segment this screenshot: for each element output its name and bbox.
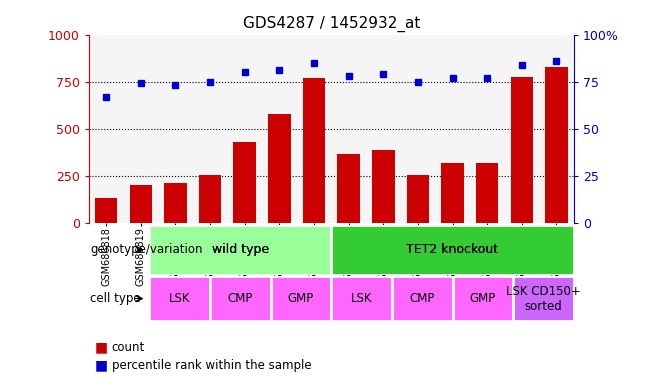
Bar bbox=[392, 276, 453, 321]
Text: TET2 knockout: TET2 knockout bbox=[407, 243, 499, 256]
Bar bbox=[149, 225, 331, 275]
Bar bbox=[331, 225, 574, 275]
Bar bbox=[442, 164, 464, 223]
Bar bbox=[149, 225, 331, 275]
Text: cell type: cell type bbox=[90, 292, 141, 305]
Bar bbox=[149, 276, 210, 321]
Bar bbox=[513, 276, 574, 321]
Bar bbox=[210, 276, 270, 321]
Text: ■: ■ bbox=[95, 341, 113, 354]
Bar bbox=[331, 225, 574, 275]
Bar bbox=[372, 150, 395, 223]
Text: wild type: wild type bbox=[212, 243, 269, 256]
Bar bbox=[270, 276, 331, 321]
Bar bbox=[511, 77, 533, 223]
Text: LSK CD150+
sorted: LSK CD150+ sorted bbox=[506, 285, 581, 313]
Text: CMP: CMP bbox=[409, 292, 435, 305]
Bar bbox=[95, 198, 117, 223]
Text: LSK: LSK bbox=[351, 292, 372, 305]
Bar bbox=[164, 183, 187, 223]
Title: GDS4287 / 1452932_at: GDS4287 / 1452932_at bbox=[243, 16, 420, 32]
Text: TET2 knockout: TET2 knockout bbox=[407, 243, 499, 256]
Bar bbox=[453, 276, 513, 321]
Bar bbox=[476, 162, 499, 223]
Bar bbox=[338, 154, 360, 223]
Text: count: count bbox=[112, 341, 145, 354]
Bar bbox=[331, 276, 392, 321]
Text: genotype/variation: genotype/variation bbox=[90, 243, 203, 256]
Bar bbox=[407, 175, 429, 223]
Text: GMP: GMP bbox=[470, 292, 496, 305]
Text: ■: ■ bbox=[95, 359, 113, 372]
Bar bbox=[199, 175, 221, 223]
Text: wild type: wild type bbox=[212, 243, 269, 256]
Text: CMP: CMP bbox=[228, 292, 253, 305]
Bar bbox=[545, 66, 568, 223]
Bar bbox=[268, 114, 291, 223]
Bar bbox=[303, 78, 325, 223]
Text: LSK: LSK bbox=[169, 292, 191, 305]
Text: percentile rank within the sample: percentile rank within the sample bbox=[112, 359, 311, 372]
Bar bbox=[130, 185, 152, 223]
Text: GMP: GMP bbox=[288, 292, 314, 305]
Bar bbox=[234, 142, 256, 223]
